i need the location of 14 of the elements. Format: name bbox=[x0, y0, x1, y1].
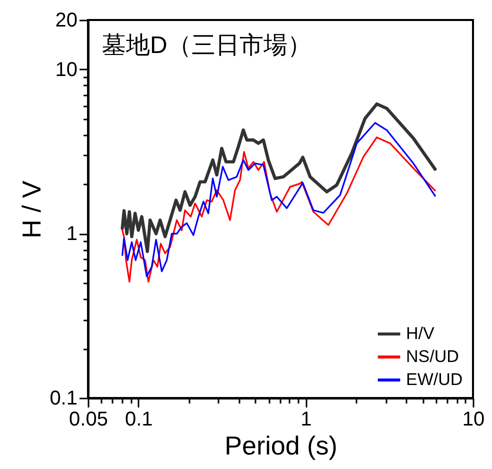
x-axis-title: Period (s) bbox=[224, 430, 338, 460]
x-tick-label: 0.1 bbox=[124, 408, 153, 430]
y-tick-label: 0.1 bbox=[50, 388, 78, 410]
x-tick-label: 10 bbox=[462, 408, 485, 430]
text: 墓地D（三日市場） bbox=[102, 32, 312, 59]
y-axis-title: H / V bbox=[16, 180, 47, 238]
legend-label: NS/UD bbox=[406, 347, 459, 366]
y-tick-label: 10 bbox=[55, 58, 78, 81]
x-tick-label: 1 bbox=[300, 408, 312, 430]
y-tick-label: 20 bbox=[55, 10, 78, 32]
legend-label: H/V bbox=[406, 324, 435, 343]
legend-label: EW/UD bbox=[406, 370, 463, 389]
x-tick-label: 0.05 bbox=[69, 408, 108, 430]
y-tick-label: 1 bbox=[66, 223, 78, 246]
